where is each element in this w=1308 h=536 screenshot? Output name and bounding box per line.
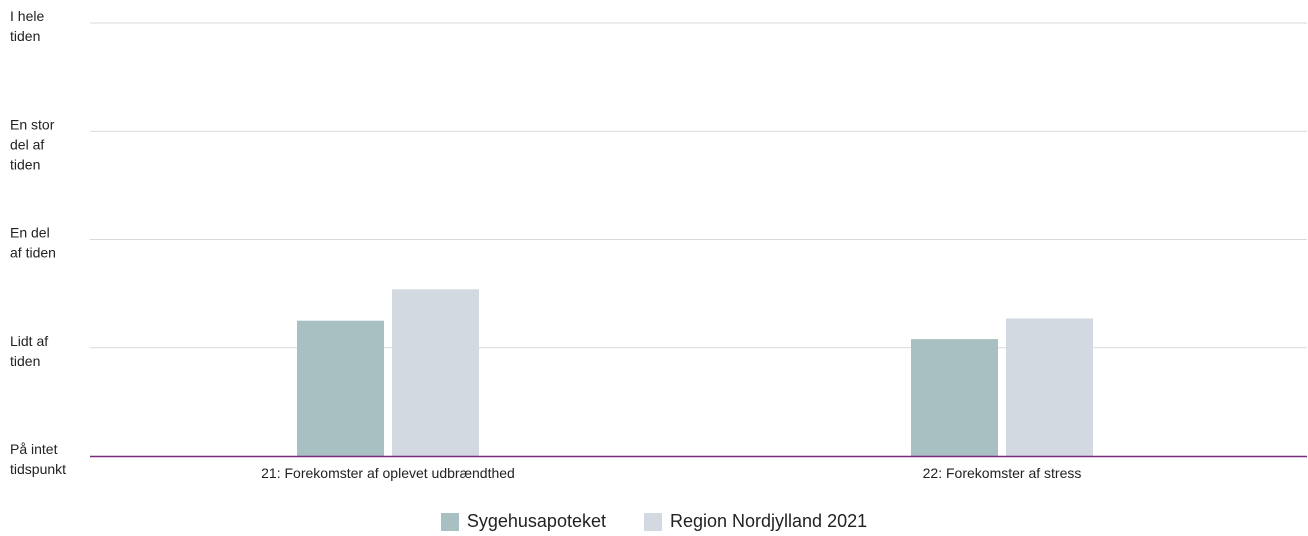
y-tick-label-line: tiden [10,156,40,172]
y-axis-tick-labels: I hele tiden En stor del af tiden En del af ti… [10,8,66,477]
y-tick-label: Lidt af tiden [10,333,48,369]
y-tick-label-line: tiden [10,28,40,44]
bar-region-nordjylland-2021-2[interactable] [1006,318,1093,456]
legend-swatch-sygehusapoteket [440,512,459,531]
y-tick-label: En stor del af tiden [10,116,55,172]
legend-item-region-nordjylland-2021[interactable]: Region Nordjylland 2021 [643,511,868,532]
y-tick-label-line: tidspunkt [10,461,66,477]
y-tick-label: I hele tiden [10,8,44,44]
bar-sygehusapoteket-1[interactable] [297,320,384,456]
y-tick-label-line: En del [10,225,50,241]
y-tick-label-line: tiden [10,353,40,369]
legend-item-sygehusapoteket[interactable]: Sygehusapoteket [440,511,606,532]
y-tick-label-line: af tiden [10,245,56,261]
y-tick-label: En del af tiden [10,225,56,261]
y-tick-label-line: En stor [10,116,55,132]
y-tick-label-line: På intet [10,441,58,457]
y-tick-label: På intet tidspunkt [10,441,66,477]
gridlines [90,22,1307,349]
bar-region-nordjylland-2021-1[interactable] [392,289,479,456]
legend: Sygehusapoteket Region Nordjylland 2021 [0,511,1308,532]
y-tick-label-line: I hele [10,8,44,24]
y-tick-label-line: Lidt af [10,333,48,349]
legend-label-region-nordjylland-2021: Region Nordjylland 2021 [669,511,868,531]
x-tick-label: 21: Forekomster af oplevet udbrændthed [261,465,515,481]
bars [297,289,1093,456]
x-tick-label: 22: Forekomster af stress [923,465,1082,481]
x-axis-tick-labels: 21: Forekomster af oplevet udbrændthed 22… [261,465,1081,481]
y-tick-label-line: del af [10,136,44,152]
legend-label-sygehusapoteket: Sygehusapoteket [466,511,606,531]
bar-sygehusapoteket-2[interactable] [911,339,998,456]
legend-swatch-region-nordjylland-2021 [643,512,662,531]
